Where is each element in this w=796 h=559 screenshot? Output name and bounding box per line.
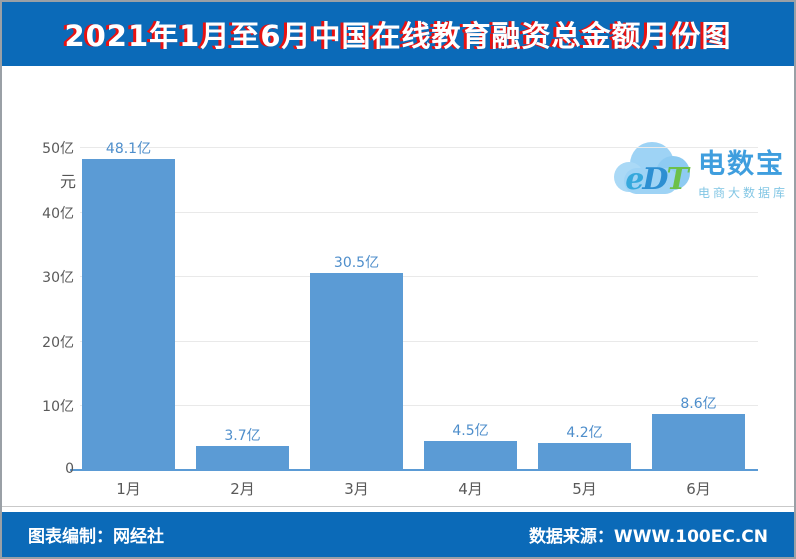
gridline (80, 276, 758, 278)
x-tick-label: 1月 (116, 480, 141, 498)
gridline (80, 340, 758, 342)
gridline (80, 211, 758, 213)
edt-wordmark: eDT (625, 162, 688, 197)
logo-subtitle: 电商大数据库 (698, 185, 789, 200)
bar (652, 414, 745, 470)
bar-value-label: 4.5亿 (452, 422, 489, 439)
y-axis-unit-label: 元 (60, 172, 77, 191)
bar (82, 159, 175, 470)
logo-name: 电数宝 (698, 148, 785, 180)
gridline (80, 405, 758, 407)
x-tick-label: 3月 (344, 480, 369, 498)
gridline (80, 147, 758, 148)
footer-source: 数据来源：WWW.100EC.CN (528, 527, 768, 547)
x-tick-label: 5月 (572, 480, 597, 498)
bar-value-label: 8.6亿 (680, 396, 717, 413)
bar (538, 442, 631, 470)
bar-value-label: 48.1亿 (105, 141, 152, 158)
y-tick-label: 0 (65, 461, 74, 477)
y-tick-label: 20亿 (42, 334, 74, 351)
y-tick-label: 40亿 (42, 205, 74, 222)
y-tick-label: 50亿 (42, 141, 74, 157)
logo-text: 电数宝 电商大数据库 (698, 148, 789, 201)
page-title: 2021年1月至6月中国在线教育融资总金额月份图 (64, 19, 732, 53)
edt-cloud-icon: eDT (614, 140, 692, 210)
bar-value-label: 30.5亿 (333, 254, 380, 271)
x-tick-label: 2月 (230, 480, 255, 498)
y-tick-label: 30亿 (42, 270, 74, 287)
bar (196, 446, 289, 470)
bar-value-label: 4.2亿 (566, 424, 603, 441)
bar (310, 272, 403, 470)
x-axis-line (70, 469, 758, 471)
title-bar: 2021年1月至6月中国在线教育融资总金额月份图 (2, 2, 794, 66)
edt-logo: eDT 电数宝 电商大数据库 (614, 136, 785, 214)
y-tick-label: 10亿 (42, 399, 74, 416)
bar (424, 440, 517, 470)
x-tick-label: 6月 (686, 480, 711, 498)
footer-bar: 图表编制：网经社 数据来源：WWW.100EC.CN (2, 512, 794, 557)
x-tick-label: 4月 (458, 480, 483, 498)
bar-value-label: 3.7亿 (224, 428, 261, 445)
footer-credit: 图表编制：网经社 (28, 527, 164, 547)
